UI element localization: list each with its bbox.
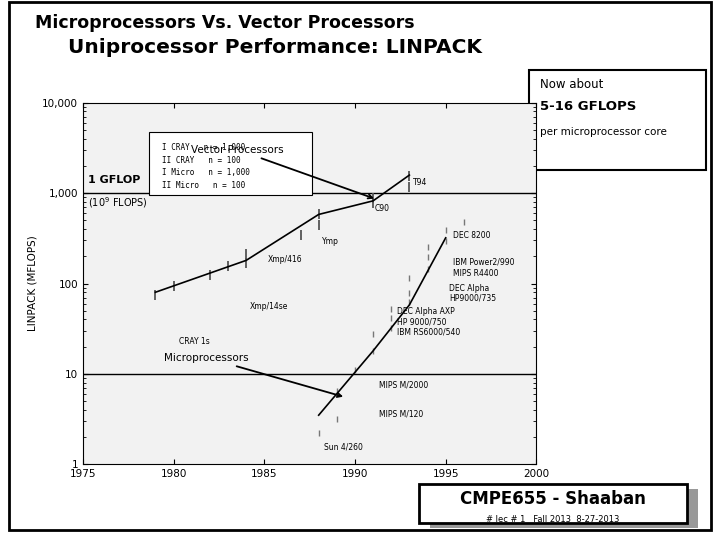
Text: Xmp/416: Xmp/416 bbox=[268, 255, 302, 264]
Text: Microprocessors Vs. Vector Processors: Microprocessors Vs. Vector Processors bbox=[35, 14, 414, 31]
Text: CRAY 1s: CRAY 1s bbox=[179, 337, 210, 346]
FancyBboxPatch shape bbox=[419, 484, 687, 523]
FancyBboxPatch shape bbox=[430, 489, 698, 528]
Text: DEC Alpha
HP9000/735: DEC Alpha HP9000/735 bbox=[449, 284, 496, 303]
Text: I Micro   n = 1,000: I Micro n = 1,000 bbox=[162, 168, 250, 178]
Text: Now about: Now about bbox=[540, 78, 603, 91]
FancyBboxPatch shape bbox=[9, 2, 711, 530]
Text: DEC Alpha AXP
HP 9000/750
IBM RS6000/540: DEC Alpha AXP HP 9000/750 IBM RS6000/540 bbox=[397, 307, 460, 336]
Text: DEC 8200: DEC 8200 bbox=[453, 231, 490, 240]
Text: 1 GFLOP: 1 GFLOP bbox=[89, 176, 140, 185]
Text: Vector Processors: Vector Processors bbox=[191, 145, 372, 198]
Text: CMPE655 - Shaaban: CMPE655 - Shaaban bbox=[460, 490, 646, 509]
Text: T94: T94 bbox=[413, 178, 428, 187]
FancyBboxPatch shape bbox=[148, 132, 312, 195]
Text: I CRAY   n = 1,000: I CRAY n = 1,000 bbox=[162, 143, 246, 152]
Text: IBM Power2/990: IBM Power2/990 bbox=[453, 257, 514, 266]
Text: C90: C90 bbox=[375, 204, 390, 213]
Text: 5-16 GFLOPS: 5-16 GFLOPS bbox=[540, 100, 636, 113]
Text: MIPS M/120: MIPS M/120 bbox=[379, 409, 423, 418]
Text: MIPS R4400: MIPS R4400 bbox=[453, 269, 498, 278]
Text: # lec # 1   Fall 2013  8-27-2013: # lec # 1 Fall 2013 8-27-2013 bbox=[486, 515, 620, 524]
Text: Uniprocessor Performance: LINPACK: Uniprocessor Performance: LINPACK bbox=[68, 38, 482, 57]
Text: MIPS M/2000: MIPS M/2000 bbox=[379, 381, 428, 390]
Y-axis label: LINPACK (MFLOPS): LINPACK (MFLOPS) bbox=[28, 235, 37, 332]
FancyBboxPatch shape bbox=[529, 70, 706, 170]
Text: Ymp: Ymp bbox=[323, 237, 339, 246]
Text: Microprocessors: Microprocessors bbox=[164, 353, 341, 397]
Text: Sun 4/260: Sun 4/260 bbox=[324, 443, 363, 451]
Text: per microprocessor core: per microprocessor core bbox=[540, 127, 667, 137]
Text: II Micro   n = 100: II Micro n = 100 bbox=[162, 181, 246, 190]
Text: II CRAY   n = 100: II CRAY n = 100 bbox=[162, 156, 240, 165]
Text: (10$^9$ FLOPS): (10$^9$ FLOPS) bbox=[89, 195, 148, 210]
Text: Xmp/14se: Xmp/14se bbox=[250, 302, 288, 312]
